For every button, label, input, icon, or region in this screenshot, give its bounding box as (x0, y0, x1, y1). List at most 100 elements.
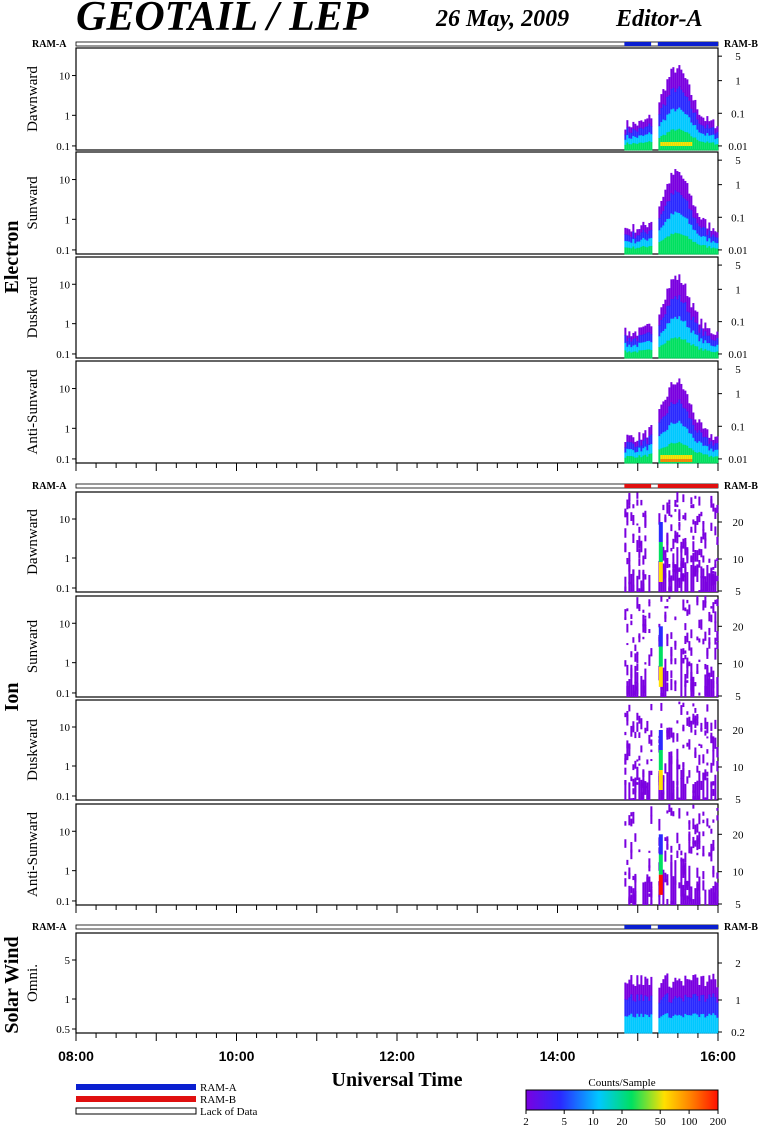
heatmap-cell (698, 217, 700, 227)
heatmap-cell (682, 762, 684, 800)
heatmap-cell (638, 335, 640, 343)
heatmap-cell (698, 333, 700, 342)
heatmap-cell (674, 424, 676, 444)
heatmap-cell (636, 493, 638, 499)
heatmap-cell (700, 237, 702, 246)
heatmap-cell (694, 840, 696, 846)
heatmap-cell (680, 142, 682, 146)
heatmap-cell (712, 340, 714, 346)
heatmap-cell (704, 245, 706, 254)
heatmap-cell (650, 1014, 652, 1033)
colorbar-title: Counts/Sample (588, 1077, 655, 1089)
mode-label-ram-a: RAM-A (32, 39, 67, 50)
heatmap-cell (678, 378, 680, 400)
heatmap-cell (682, 408, 684, 427)
heatmap-cell (700, 566, 702, 577)
heatmap-cell (702, 437, 704, 446)
heatmap-cell (692, 317, 694, 331)
heatmap-cell (710, 346, 712, 353)
heatmap-cell (660, 142, 662, 146)
heatmap-cell (710, 679, 712, 697)
heatmap-cell (686, 201, 688, 219)
heatmap-cell (678, 702, 680, 705)
heatmap-cell (668, 459, 670, 462)
heatmap-cell (638, 756, 640, 761)
heatmap-cell (670, 632, 672, 639)
heatmap-cell (698, 441, 700, 452)
heatmap-cell (632, 798, 634, 800)
heatmap-cell (646, 324, 648, 333)
heatmap-cell (648, 890, 650, 892)
left-tick-label: 1 (65, 994, 71, 1006)
heatmap-cell (632, 876, 634, 880)
heatmap-cell (700, 723, 702, 732)
heatmap-cell (704, 601, 706, 608)
heatmap-cell (674, 978, 676, 997)
heatmap-cell (659, 647, 663, 667)
heatmap-cell (644, 455, 646, 464)
heatmap-cell (648, 115, 650, 124)
heatmap-cell (632, 232, 634, 240)
heatmap-cell (632, 352, 634, 359)
heatmap-cell (638, 1017, 640, 1034)
heatmap-cell (670, 338, 672, 358)
heatmap-cell (644, 119, 646, 127)
heatmap-cell (692, 541, 694, 552)
heatmap-cell (642, 350, 644, 358)
heatmap-cell (708, 336, 710, 344)
heatmap-cell (646, 332, 648, 341)
heatmap-cell (676, 171, 678, 192)
heatmap-cell (674, 500, 676, 506)
heatmap-cell (626, 128, 628, 136)
heatmap-cell (624, 878, 626, 886)
heatmap-cell (630, 139, 632, 145)
heatmap-cell (696, 312, 698, 324)
heatmap-cell (686, 183, 688, 201)
heatmap-cell (632, 504, 634, 508)
heatmap-cell (674, 92, 676, 112)
heatmap-cell (658, 126, 660, 138)
heatmap-cell (626, 756, 628, 758)
heatmap-cell (716, 1003, 718, 1019)
heatmap-cell (644, 535, 646, 541)
heatmap-cell (682, 889, 684, 905)
heatmap-cell (688, 662, 690, 667)
heatmap-cell (666, 606, 668, 608)
heatmap-cell (698, 350, 700, 359)
heatmap-cell (646, 782, 648, 800)
left-tick-label: 0.1 (56, 454, 70, 466)
heatmap-cell (638, 849, 640, 852)
heatmap-cell (710, 449, 712, 457)
heatmap-cell (638, 350, 640, 358)
heatmap-cell (702, 429, 704, 438)
heatmap-cell (666, 671, 668, 681)
heatmap-cell (700, 228, 702, 237)
heatmap-cell (696, 423, 698, 434)
group-label-solar-wind: Solar Wind (1, 936, 23, 1033)
heatmap-cell (634, 833, 636, 842)
heatmap-cell (668, 455, 670, 459)
heatmap-cell (688, 328, 690, 344)
heatmap-cell (628, 435, 630, 442)
heatmap-cell (706, 351, 708, 359)
heatmap-cell (684, 995, 686, 1015)
heatmap-cell (640, 225, 642, 233)
heatmap-cell (670, 109, 672, 130)
heatmap-cell (686, 97, 688, 115)
heatmap-cell (638, 636, 640, 642)
heatmap-cell (704, 331, 706, 340)
heatmap-cell (676, 233, 678, 254)
heatmap-cell (692, 230, 694, 243)
heatmap-cell (690, 459, 692, 462)
heatmap-cell (712, 567, 714, 570)
heatmap-cell (702, 871, 704, 879)
heatmap-cell (666, 430, 668, 447)
heatmap-cell (670, 130, 672, 151)
heatmap-cell (660, 108, 662, 122)
heatmap-cell (698, 560, 700, 568)
left-tick-label: 10 (59, 175, 71, 187)
right-tick-label: 0.1 (731, 108, 745, 120)
heatmap-cell (698, 985, 700, 1002)
heatmap-cell (692, 344, 694, 358)
heatmap-cell (712, 241, 714, 248)
